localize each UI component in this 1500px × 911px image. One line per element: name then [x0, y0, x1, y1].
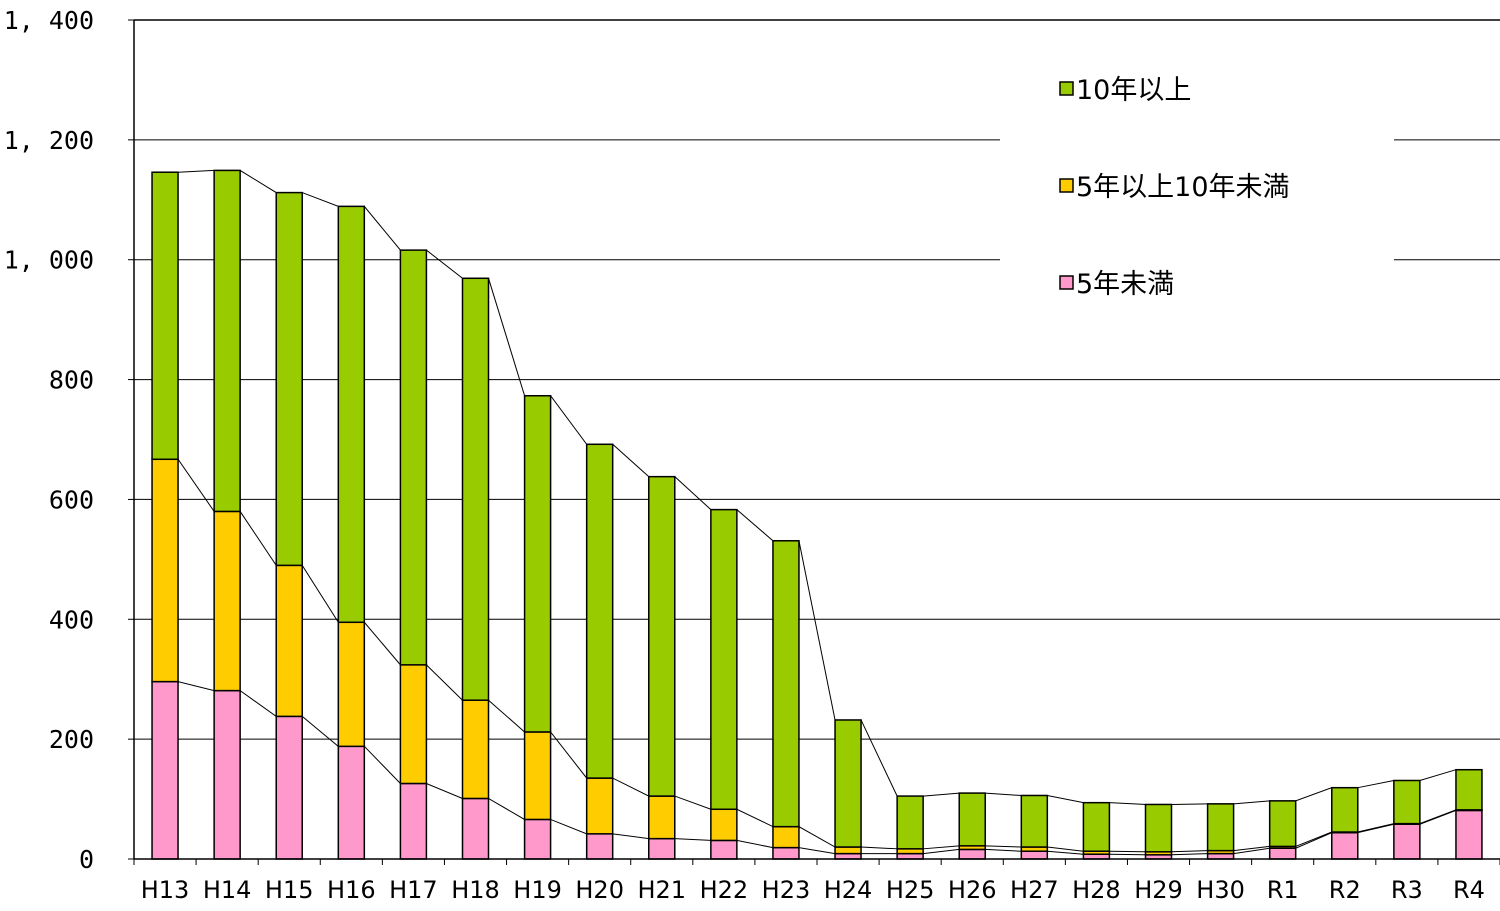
connector-line — [152, 458, 1482, 853]
x-tick-label: H26 — [948, 876, 997, 904]
bar-segment — [1020, 794, 1049, 848]
bar-segment — [772, 825, 800, 849]
bar-segment — [1455, 768, 1483, 811]
bar-segment — [461, 699, 490, 800]
x-tick-label: H25 — [886, 876, 935, 904]
bar-segment — [461, 797, 490, 860]
bar-segment — [275, 191, 303, 567]
bar-segment — [585, 777, 614, 835]
legend-swatch — [1059, 275, 1074, 290]
x-tick-label: R1 — [1267, 876, 1299, 904]
bar-segment — [1455, 809, 1483, 860]
axes — [128, 19, 1500, 865]
bar-segment — [1144, 803, 1173, 853]
series-connector-lines — [152, 169, 1482, 856]
bar-segment — [1268, 800, 1297, 848]
legend-label: 5年以上10年未満 — [1076, 172, 1290, 203]
x-tick-label: H19 — [513, 876, 562, 904]
y-tick-label: 600 — [49, 485, 94, 514]
bar-segment — [834, 846, 862, 855]
bar-segment — [648, 837, 676, 860]
bar-segment — [896, 852, 924, 860]
x-tick-label: H29 — [1134, 876, 1183, 904]
x-tick-label: H28 — [1072, 876, 1121, 904]
x-tick-label: H20 — [575, 876, 624, 904]
bar-segment — [1268, 847, 1297, 860]
bar-segment — [461, 277, 490, 701]
y-tick-label: 400 — [49, 605, 94, 634]
y-tick-label: 1, 200 — [4, 126, 94, 155]
bar-segment — [213, 169, 241, 513]
bar-segment — [213, 510, 241, 692]
bar-segment — [834, 852, 862, 860]
bar-segment — [399, 664, 428, 785]
bar-segment — [710, 839, 738, 860]
x-tick-label: H16 — [327, 876, 376, 904]
bar-segment — [275, 564, 303, 718]
bar-segment — [337, 745, 366, 860]
bar-segment — [958, 848, 986, 860]
bar-segment — [1082, 801, 1111, 852]
connector-line — [152, 681, 1482, 856]
bar-segment — [1206, 852, 1235, 860]
y-tick-label: 200 — [49, 725, 94, 754]
bar-segment — [523, 818, 552, 860]
bar-segment — [523, 731, 552, 821]
bar-segment — [399, 249, 428, 666]
x-tick-label: H21 — [637, 876, 686, 904]
x-tick-label: H23 — [762, 876, 811, 904]
bar-segment — [151, 171, 179, 461]
bar-segment — [523, 395, 552, 733]
legend-label: 10年以上 — [1076, 75, 1191, 106]
bar-segment — [399, 782, 428, 860]
y-tick-label: 800 — [49, 366, 94, 395]
y-tick-label: 0 — [79, 845, 94, 874]
bar-segment — [648, 795, 676, 840]
x-tick-label: R4 — [1453, 876, 1485, 904]
x-tick-label: H17 — [389, 876, 438, 904]
x-tick-label: R2 — [1329, 876, 1361, 904]
x-tick-label: H24 — [824, 876, 873, 904]
bar-segment — [1331, 831, 1359, 860]
legend: 10年以上 5年以上10年未満 5年未満 — [1000, 52, 1394, 322]
bar-segment — [585, 833, 614, 860]
x-axis-tick-labels: H13 H14 H15 H16 H17 H18 H19 H20 H21 H22 H23 H24 H25 H… — [141, 876, 1485, 904]
bar-segment — [1393, 823, 1421, 860]
bar-segment — [275, 715, 303, 860]
y-axis-tick-labels: 0 200 400 600 800 1, 000 1, 200 1, 400 — [4, 6, 94, 874]
connector-line — [152, 169, 1482, 805]
bar-segment — [648, 475, 676, 797]
bar-segment — [151, 680, 179, 860]
x-tick-label: H18 — [451, 876, 500, 904]
bar-segment — [1393, 779, 1421, 825]
x-tick-label: R3 — [1391, 876, 1423, 904]
bar-segment — [337, 205, 366, 624]
bar-segment — [896, 795, 924, 850]
bar-segment — [1206, 803, 1235, 852]
bar-segment — [772, 540, 800, 828]
y-tick-label: 1, 400 — [4, 6, 94, 35]
bar-segment — [772, 846, 800, 860]
y-tick-label: 1, 000 — [4, 246, 94, 275]
bar-segment — [337, 621, 366, 748]
legend-swatch — [1059, 178, 1074, 193]
bar-segment — [213, 689, 241, 860]
x-tick-label: H30 — [1196, 876, 1245, 904]
x-tick-label: H14 — [203, 876, 252, 904]
bar-segment — [585, 443, 614, 779]
bar-segment — [1020, 850, 1049, 860]
x-tick-label: H27 — [1010, 876, 1059, 904]
legend-swatch — [1059, 81, 1074, 96]
legend-label: 5年未満 — [1076, 269, 1174, 300]
bar-segment — [958, 792, 986, 847]
bar-segment — [710, 808, 738, 842]
bar-segment — [710, 508, 738, 811]
x-tick-label: H13 — [141, 876, 190, 904]
bar-segment — [151, 458, 179, 683]
x-tick-label: H15 — [265, 876, 314, 904]
x-tick-label: H22 — [700, 876, 749, 904]
bar-segment — [1331, 786, 1359, 833]
bar-segment — [834, 719, 862, 848]
